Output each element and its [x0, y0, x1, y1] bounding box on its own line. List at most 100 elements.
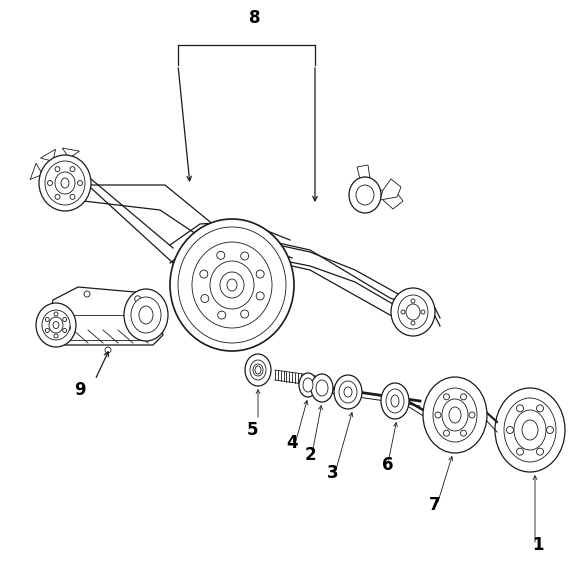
- Text: 1: 1: [532, 536, 544, 554]
- Ellipse shape: [398, 295, 428, 329]
- Ellipse shape: [55, 172, 75, 194]
- Text: 4: 4: [286, 434, 298, 452]
- Circle shape: [200, 270, 208, 278]
- Circle shape: [55, 166, 60, 172]
- Ellipse shape: [192, 242, 272, 328]
- Polygon shape: [62, 148, 80, 158]
- Circle shape: [444, 394, 449, 400]
- Circle shape: [46, 317, 50, 321]
- Ellipse shape: [356, 185, 374, 205]
- Circle shape: [507, 427, 514, 434]
- Circle shape: [70, 166, 75, 172]
- Circle shape: [63, 328, 67, 332]
- Ellipse shape: [423, 377, 487, 453]
- Ellipse shape: [303, 378, 313, 392]
- Ellipse shape: [406, 304, 420, 320]
- Circle shape: [256, 292, 264, 300]
- Text: 8: 8: [249, 9, 261, 27]
- Ellipse shape: [210, 261, 254, 309]
- Ellipse shape: [349, 177, 381, 213]
- Ellipse shape: [178, 227, 286, 343]
- Ellipse shape: [514, 410, 546, 450]
- Circle shape: [241, 310, 249, 318]
- Polygon shape: [380, 190, 403, 209]
- Ellipse shape: [61, 178, 69, 188]
- Ellipse shape: [45, 161, 85, 205]
- Circle shape: [537, 405, 544, 412]
- Ellipse shape: [311, 374, 333, 402]
- Ellipse shape: [334, 375, 362, 409]
- Circle shape: [218, 311, 226, 319]
- Circle shape: [256, 270, 264, 278]
- Ellipse shape: [381, 383, 409, 419]
- Ellipse shape: [522, 420, 538, 440]
- Circle shape: [421, 310, 425, 314]
- Ellipse shape: [220, 272, 244, 298]
- Polygon shape: [380, 179, 401, 200]
- Ellipse shape: [495, 388, 565, 472]
- Ellipse shape: [299, 373, 317, 397]
- Ellipse shape: [53, 321, 59, 328]
- Text: 7: 7: [429, 496, 441, 514]
- Circle shape: [537, 448, 544, 455]
- Ellipse shape: [124, 289, 168, 341]
- Circle shape: [411, 299, 415, 303]
- Polygon shape: [40, 149, 55, 161]
- Circle shape: [516, 405, 523, 412]
- Circle shape: [77, 181, 83, 185]
- Text: 3: 3: [327, 464, 339, 482]
- Ellipse shape: [139, 306, 153, 324]
- Circle shape: [217, 251, 225, 259]
- Circle shape: [401, 310, 405, 314]
- Ellipse shape: [391, 395, 399, 407]
- Ellipse shape: [255, 366, 261, 374]
- Ellipse shape: [504, 398, 556, 462]
- Ellipse shape: [131, 297, 161, 333]
- Ellipse shape: [250, 360, 266, 380]
- Circle shape: [411, 321, 415, 325]
- Polygon shape: [30, 163, 43, 180]
- Ellipse shape: [227, 279, 237, 291]
- Ellipse shape: [386, 389, 404, 413]
- Ellipse shape: [433, 388, 477, 442]
- Text: 2: 2: [304, 446, 316, 464]
- Circle shape: [134, 296, 141, 302]
- Circle shape: [47, 181, 53, 185]
- Ellipse shape: [245, 354, 271, 386]
- Circle shape: [460, 430, 466, 436]
- Text: 9: 9: [74, 381, 86, 399]
- Ellipse shape: [316, 380, 328, 396]
- Circle shape: [70, 194, 75, 200]
- Circle shape: [546, 427, 553, 434]
- Ellipse shape: [253, 364, 263, 376]
- Ellipse shape: [36, 303, 76, 347]
- Ellipse shape: [442, 399, 468, 431]
- Circle shape: [55, 194, 60, 200]
- Circle shape: [46, 328, 50, 332]
- Circle shape: [54, 312, 58, 316]
- Ellipse shape: [49, 317, 63, 333]
- Circle shape: [63, 317, 67, 321]
- Ellipse shape: [449, 407, 461, 423]
- Polygon shape: [357, 165, 370, 179]
- Circle shape: [435, 412, 441, 418]
- Text: 5: 5: [246, 421, 258, 439]
- Ellipse shape: [42, 310, 70, 340]
- Ellipse shape: [39, 155, 91, 211]
- Polygon shape: [48, 287, 163, 345]
- Circle shape: [469, 412, 475, 418]
- Circle shape: [444, 430, 449, 436]
- Circle shape: [84, 291, 90, 297]
- Circle shape: [241, 252, 249, 260]
- Ellipse shape: [344, 387, 352, 397]
- Circle shape: [105, 347, 111, 353]
- Ellipse shape: [170, 219, 294, 351]
- Circle shape: [460, 394, 466, 400]
- Circle shape: [516, 448, 523, 455]
- Ellipse shape: [391, 288, 435, 336]
- Circle shape: [145, 325, 152, 331]
- Text: 6: 6: [382, 456, 394, 474]
- Circle shape: [54, 334, 58, 338]
- Circle shape: [201, 295, 209, 303]
- Circle shape: [65, 325, 70, 331]
